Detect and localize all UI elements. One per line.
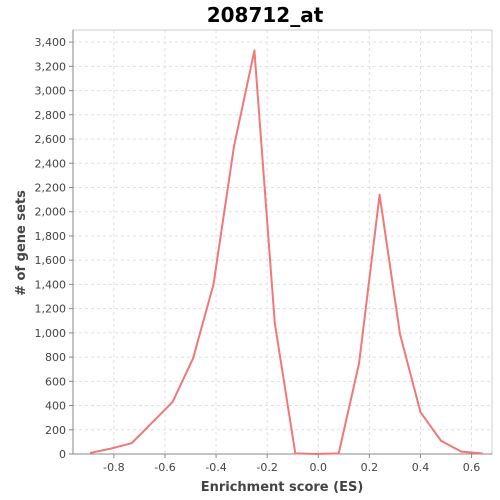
data-point	[337, 452, 340, 455]
data-point	[232, 145, 235, 148]
series-line	[90, 49, 482, 455]
y-tick-label: 3,000	[35, 85, 67, 98]
data-point	[439, 439, 442, 442]
data-point	[480, 452, 483, 455]
data-point	[419, 411, 422, 414]
y-tick-label: 3,400	[35, 36, 67, 49]
data-point	[358, 362, 361, 365]
x-axis-label: Enrichment score (ES)	[201, 480, 364, 495]
x-tick-label: -0.2	[256, 461, 277, 474]
data-point	[378, 193, 381, 196]
y-axis-label: # of gene sets	[14, 190, 29, 296]
plot-area	[72, 29, 493, 455]
y-tick-label: 1,800	[35, 230, 67, 243]
series	[89, 49, 483, 455]
data-point	[171, 400, 174, 403]
data-point	[253, 49, 256, 52]
data-point	[212, 283, 215, 286]
data-point	[314, 453, 317, 455]
x-tick-label: 0.4	[412, 461, 430, 474]
grid	[72, 29, 493, 455]
chart-title: 208712_at	[207, 3, 324, 27]
y-tick-label: 3,200	[35, 60, 67, 73]
x-tick-label: -0.4	[205, 461, 226, 474]
data-point	[110, 447, 113, 450]
x-tick-label: -0.6	[154, 461, 175, 474]
y-tick-label: 2,400	[35, 157, 67, 170]
axes: 0 200 400 600 800 1,000 1,200 1,400 1,600 1,800 2,…	[35, 30, 492, 474]
y-tick-label: 2,600	[35, 133, 67, 146]
data-point	[192, 357, 195, 360]
y-tick-label: 400	[45, 400, 66, 413]
data-point	[273, 322, 276, 325]
x-tick-label: 0.2	[361, 461, 379, 474]
y-tick-label: 1,400	[35, 278, 67, 291]
y-tick-label: 2,800	[35, 109, 67, 122]
y-tick-label: 0	[59, 448, 66, 461]
y-tick-label: 1,200	[35, 303, 67, 316]
y-tick-label: 1,000	[35, 327, 67, 340]
y-tick-label: 2,000	[35, 206, 67, 219]
data-point	[89, 451, 92, 454]
y-tick-label: 800	[45, 351, 66, 364]
y-tick-label: 1,600	[35, 254, 67, 267]
x-tick-label: -0.8	[103, 461, 124, 474]
data-point	[130, 442, 133, 445]
data-point	[460, 450, 463, 453]
data-point	[399, 333, 402, 336]
x-tick-label: 0.6	[463, 461, 481, 474]
data-point	[294, 452, 297, 455]
y-tick-label: 2,200	[35, 181, 67, 194]
y-tick-label: 200	[45, 424, 66, 437]
y-tick-label: 600	[45, 375, 66, 388]
x-tick-label: 0.0	[310, 461, 328, 474]
